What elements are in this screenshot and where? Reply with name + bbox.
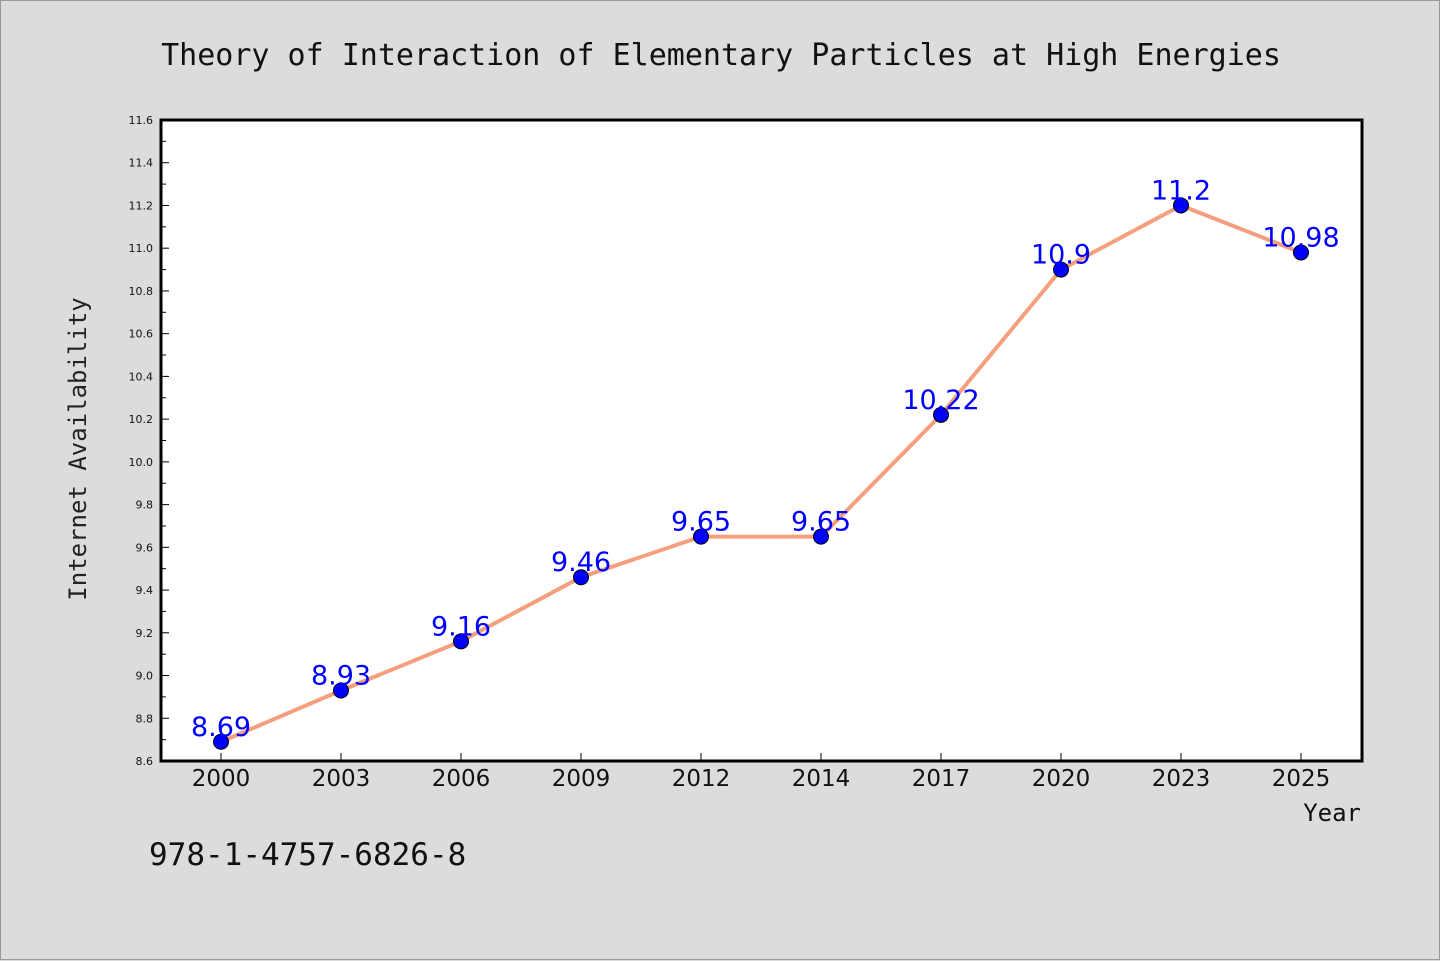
x-tick-label: 2023 — [1152, 766, 1211, 792]
series-line — [220, 203, 1302, 744]
y-tick-label: 10.4 — [129, 370, 154, 383]
data-point — [1173, 197, 1189, 214]
x-tick-label: 2025 — [1272, 766, 1331, 792]
y-axis: 8.6 8.8 9.0 9.2 9.4 9.6 9.8 10.0 10.2 10.4 10.6 10.… — [129, 114, 169, 768]
y-tick-label: 9.2 — [136, 627, 154, 640]
y-tick-label: 9.6 — [136, 541, 154, 554]
data-point — [933, 406, 949, 423]
y-tick-label: 10.6 — [129, 328, 154, 341]
y-tick-label: 10.8 — [129, 285, 154, 298]
data-point — [453, 633, 469, 650]
y-tick-label: 10.0 — [129, 456, 154, 469]
data-label: 9.16 — [431, 611, 491, 642]
data-label: 9.65 — [671, 507, 731, 538]
y-tick-label: 11.0 — [129, 242, 154, 255]
data-point — [1053, 261, 1069, 278]
data-point — [213, 733, 229, 750]
x-tick-label: 2003 — [312, 766, 371, 792]
x-tick-label: 2000 — [192, 766, 251, 792]
data-point — [1293, 244, 1309, 261]
data-label: 10.22 — [902, 385, 979, 416]
data-label: 9.46 — [551, 547, 611, 578]
data-point — [813, 528, 829, 545]
x-axis: 2000 2003 2006 2009 2012 2014 2017 2020 2023 2025 — [192, 753, 1331, 792]
y-axis-label: Internet Availability — [64, 297, 92, 600]
series-markers — [213, 197, 1309, 750]
data-label: 11.2 — [1151, 175, 1211, 206]
y-tick-label: 9.0 — [136, 670, 154, 683]
y-tick-label: 11.6 — [129, 114, 154, 127]
isbn-text: 978-1-4757-6826-8 — [149, 837, 466, 873]
x-tick-label: 2017 — [912, 766, 971, 792]
y-tick-label: 8.8 — [136, 712, 154, 725]
data-labels: 8.69 8.93 9.16 9.46 9.65 9.65 10.22 10.9 11.2 10.… — [191, 175, 1340, 742]
data-label: 8.93 — [311, 660, 371, 691]
y-tick-label: 8.6 — [136, 755, 154, 768]
y-tick-label: 9.4 — [136, 584, 154, 597]
data-point — [693, 528, 709, 545]
x-tick-label: 2012 — [672, 766, 731, 792]
y-tick-label: 11.2 — [129, 199, 154, 212]
x-tick-label: 2009 — [552, 766, 611, 792]
y-tick-label: 10.2 — [129, 413, 154, 426]
x-tick-label: 2014 — [792, 766, 851, 792]
x-tick-label: 2006 — [432, 766, 491, 792]
data-point — [573, 569, 589, 586]
data-point — [333, 682, 349, 699]
plot-area — [159, 118, 1364, 763]
data-label: 9.65 — [791, 507, 851, 538]
data-label: 10.9 — [1031, 240, 1091, 271]
data-label: 10.98 — [1262, 222, 1339, 253]
data-label: 8.69 — [191, 712, 251, 743]
x-tick-label: 2020 — [1032, 766, 1091, 792]
x-axis-label: Year — [1303, 799, 1361, 827]
chart-title: Theory of Interaction of Elementary Part… — [161, 38, 1281, 73]
y-tick-label: 11.4 — [129, 157, 154, 170]
y-tick-label: 9.8 — [136, 499, 154, 512]
